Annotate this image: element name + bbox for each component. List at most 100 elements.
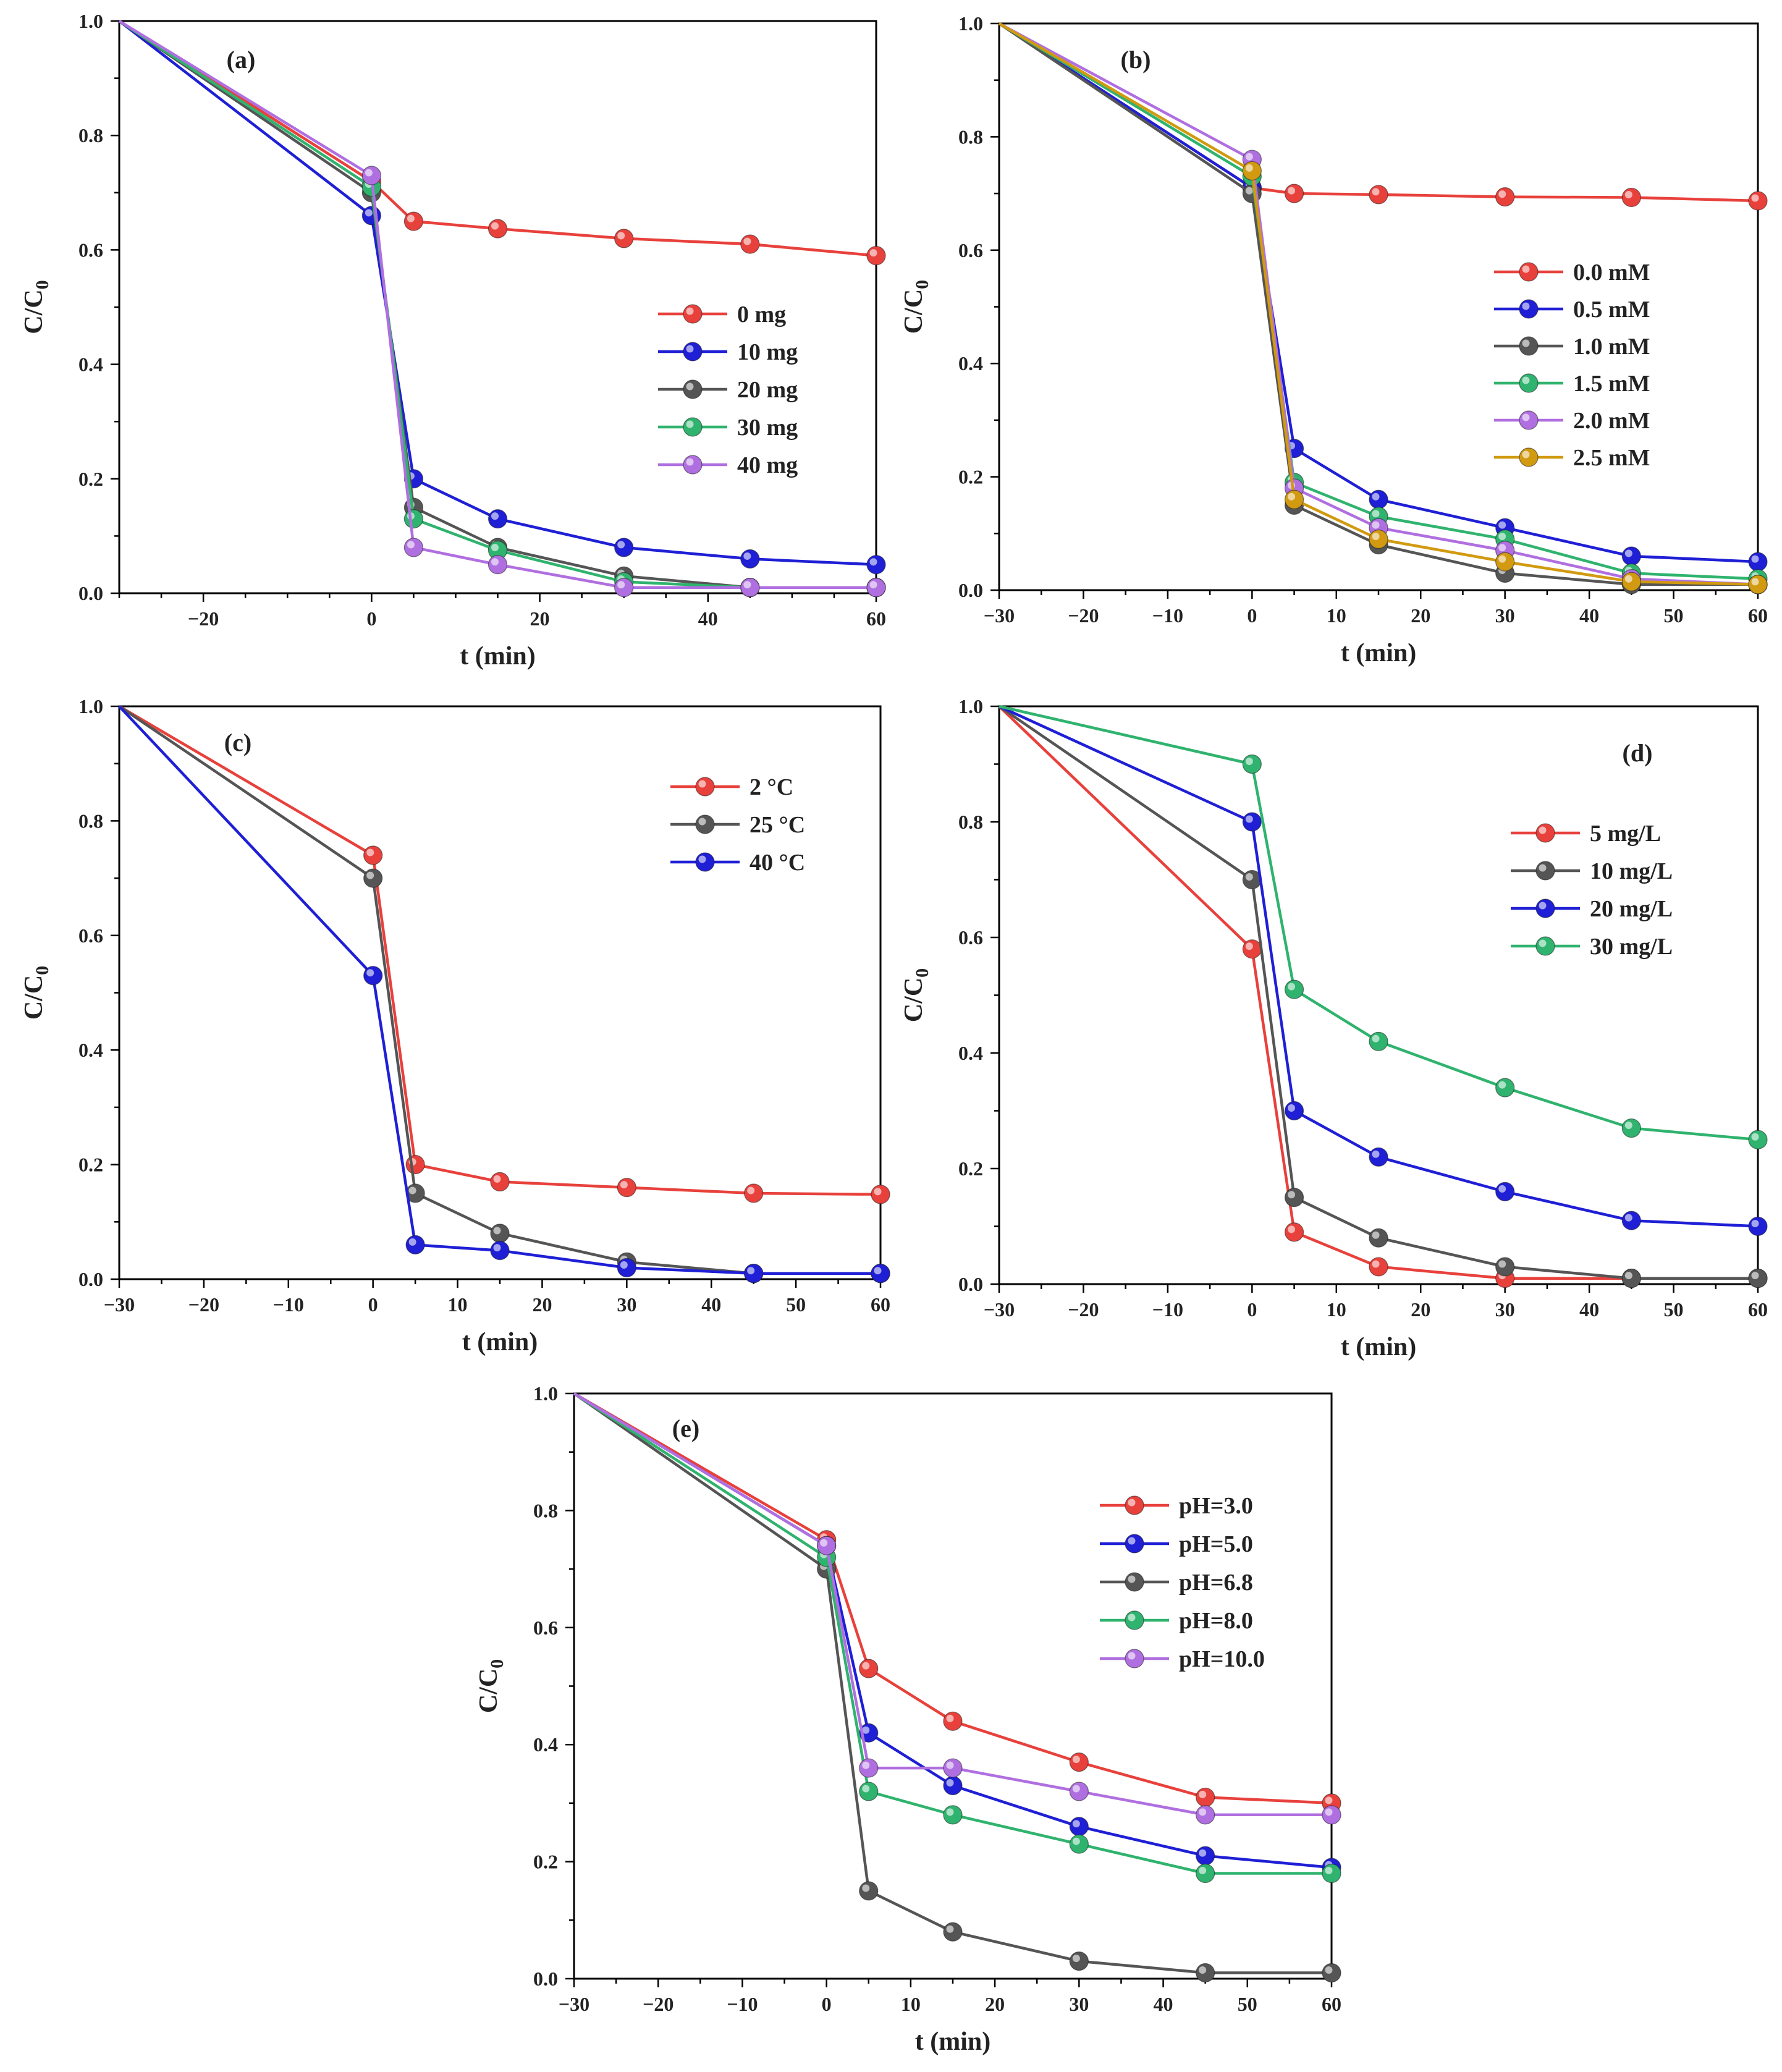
x-tick-label: 60 xyxy=(866,607,886,630)
legend-item: 30 mg xyxy=(658,415,798,441)
legend-item: 2.5 mM xyxy=(1494,445,1650,471)
y-tick-label: 1.0 xyxy=(533,1382,558,1405)
series-30 mg/L xyxy=(999,704,1768,1149)
legend-marker xyxy=(1519,336,1539,356)
data-point xyxy=(1495,1078,1515,1097)
data-point xyxy=(1242,754,1262,774)
series-line xyxy=(573,1392,1332,1817)
data-point xyxy=(1284,979,1304,999)
panel-label: (d) xyxy=(1623,739,1653,767)
series-line xyxy=(999,704,1759,1141)
data-point xyxy=(1284,489,1304,509)
legend-item: pH=10.0 xyxy=(1100,1646,1265,1672)
legend-label: pH=6.8 xyxy=(1179,1570,1253,1596)
legend-item: 0.5 mM xyxy=(1494,297,1650,323)
x-axis-title: t (min) xyxy=(1341,1333,1416,1361)
y-tick-label: 1.0 xyxy=(958,695,983,717)
x-tick-label: −30 xyxy=(559,1993,589,2015)
legend-marker xyxy=(695,777,715,797)
data-point xyxy=(1748,191,1768,211)
x-tick-label: 20 xyxy=(1411,1298,1430,1321)
legend-marker xyxy=(695,814,715,834)
x-tick-label: −10 xyxy=(1152,604,1183,627)
data-point xyxy=(1242,869,1262,890)
data-point xyxy=(363,966,383,986)
x-tick-label: 10 xyxy=(448,1293,468,1316)
series-pH=10.0 xyxy=(573,1392,1341,1825)
data-point xyxy=(490,1172,510,1192)
legend-label: 2 °C xyxy=(750,774,793,800)
data-point xyxy=(1369,185,1388,205)
legend-label: pH=10.0 xyxy=(1179,1646,1265,1672)
x-tick-label: −10 xyxy=(1152,1298,1183,1321)
data-point xyxy=(1284,1188,1304,1207)
data-point xyxy=(363,868,383,888)
legend-item: 1.0 mM xyxy=(1494,334,1650,360)
x-tick-label: 50 xyxy=(1664,1298,1684,1321)
y-tick-label: 0.4 xyxy=(78,353,103,376)
data-point xyxy=(361,166,381,185)
data-point xyxy=(943,1805,963,1825)
x-tick-label: −20 xyxy=(188,607,219,630)
legend-marker xyxy=(1519,262,1539,282)
y-tick-label: 0.8 xyxy=(958,811,983,833)
series-10 mg/L xyxy=(998,705,1768,1288)
y-axis-title: C/C0 xyxy=(900,280,932,334)
data-point xyxy=(1495,1182,1515,1202)
legend-item: 0.0 mM xyxy=(1494,260,1650,285)
panel-label: (e) xyxy=(672,1414,699,1442)
panel-label: (b) xyxy=(1121,46,1151,74)
data-point xyxy=(866,578,886,598)
x-tick-label: 40 xyxy=(1579,604,1599,627)
data-point xyxy=(1196,1863,1215,1884)
x-tick-label: −30 xyxy=(984,604,1015,627)
series-line xyxy=(118,20,877,566)
data-point xyxy=(1369,1257,1388,1277)
data-point xyxy=(744,1264,764,1283)
y-tick-label: 0.8 xyxy=(958,125,983,148)
legend-label: 10 mg xyxy=(737,339,798,365)
data-point xyxy=(1322,1805,1341,1825)
data-point xyxy=(1495,187,1515,207)
data-point xyxy=(1284,184,1304,203)
panel-label: (c) xyxy=(224,729,251,756)
legend-label: 30 mg/L xyxy=(1590,934,1673,960)
data-point xyxy=(1748,1216,1768,1237)
legend-item: 20 mg/L xyxy=(1511,896,1673,922)
series-pH=3.0 xyxy=(573,1392,1341,1813)
data-point xyxy=(488,219,508,239)
legend-label: 40 °C xyxy=(750,850,805,876)
data-point xyxy=(866,555,886,575)
legend-marker xyxy=(1535,861,1555,881)
series-10 mg xyxy=(118,20,886,575)
data-point xyxy=(403,538,423,557)
y-tick-label: 0.0 xyxy=(78,582,103,604)
x-tick-label: −20 xyxy=(1068,604,1099,627)
chart-panel-5: −30 −20 −10 0 10 20 30 40 50 60 0.0 0.2 0.4 0.6 0.8 1.0… xyxy=(475,1382,1341,2056)
data-point xyxy=(617,1258,636,1278)
series-line xyxy=(998,22,1759,203)
data-point xyxy=(943,1758,963,1778)
y-tick-label: 0.6 xyxy=(958,239,983,261)
legend-marker xyxy=(1125,1534,1144,1554)
legend-marker xyxy=(1125,1572,1144,1592)
legend-label: pH=3.0 xyxy=(1179,1493,1253,1519)
data-point xyxy=(490,1224,510,1243)
legend-item: 5 mg/L xyxy=(1511,821,1661,847)
legend-marker xyxy=(1519,373,1539,393)
series-pH=8.0 xyxy=(573,1392,1341,1884)
legend-label: pH=8.0 xyxy=(1179,1608,1253,1634)
legend-label: pH=5.0 xyxy=(1179,1531,1253,1557)
y-axis-title: C/C0 xyxy=(900,968,932,1022)
data-point xyxy=(1196,1787,1215,1808)
data-point xyxy=(405,1154,425,1175)
legend-item: pH=5.0 xyxy=(1100,1531,1253,1557)
data-point xyxy=(617,1178,636,1198)
legend-label: 20 mg/L xyxy=(1590,896,1673,922)
series-line xyxy=(573,1392,1332,1805)
y-tick-label: 0.0 xyxy=(78,1268,103,1290)
legend-marker xyxy=(1519,447,1539,467)
legend-item: 2.0 mM xyxy=(1494,408,1650,434)
x-tick-label: −30 xyxy=(104,1293,135,1316)
